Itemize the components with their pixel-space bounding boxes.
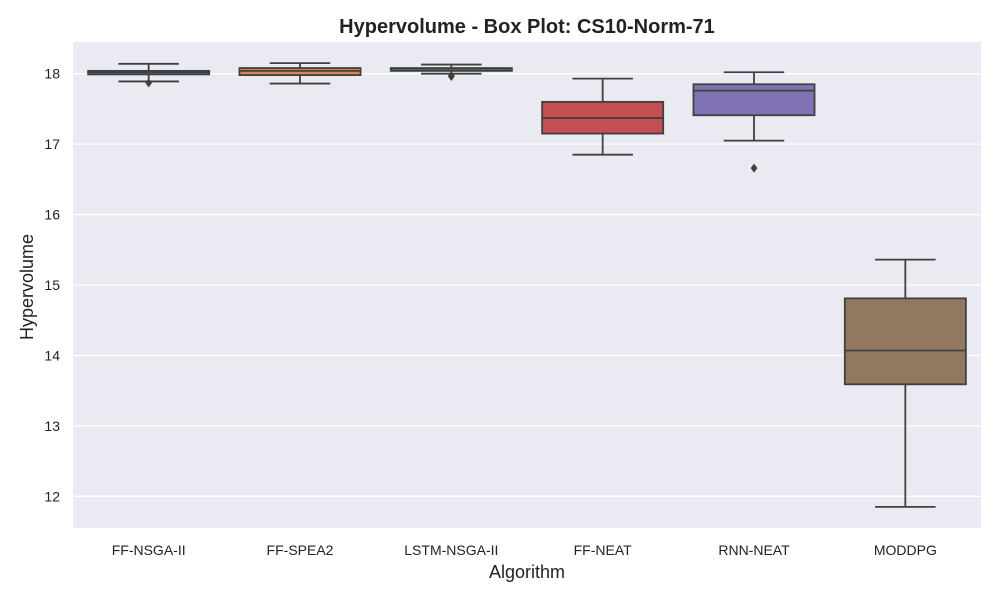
box-lstm-nsga-ii: [389, 63, 513, 82]
grid-lines: [73, 73, 981, 497]
y-tick-label: 18: [44, 66, 60, 82]
y-tick-label: 13: [44, 418, 60, 434]
chart-title: Hypervolume - Box Plot: CS10-Norm-71: [339, 16, 715, 38]
boxes: [87, 62, 967, 508]
y-tick-label: 14: [44, 347, 60, 363]
y-axis-label: Hypervolume: [17, 234, 37, 340]
box-ff-nsga-ii: [87, 62, 211, 88]
outlier-point: [145, 78, 153, 88]
y-tick-labels: 12 13 14 15 16 17 18: [44, 66, 60, 505]
outlier-point: [447, 71, 455, 81]
box-iqr: [843, 297, 967, 386]
x-axis-label: Algorithm: [489, 562, 565, 582]
box-moddpg: [843, 258, 967, 508]
x-tick-label: RNN-NEAT: [718, 542, 790, 558]
y-tick-label: 17: [44, 136, 60, 152]
box-rnn-neat: [692, 71, 816, 173]
x-tick-label: LSTM-NSGA-II: [404, 542, 498, 558]
x-tick-label: FF-NEAT: [574, 542, 633, 558]
box-iqr: [692, 83, 816, 117]
box-ff-spea2: [238, 62, 362, 85]
box-ff-neat: [541, 77, 665, 156]
x-tick-label: FF-SPEA2: [267, 542, 334, 558]
y-tick-label: 16: [44, 207, 60, 223]
x-tick-labels: FF-NSGA-II FF-SPEA2 LSTM-NSGA-II FF-NEAT RNN…: [112, 542, 937, 558]
y-tick-label: 12: [44, 488, 60, 504]
x-tick-label: FF-NSGA-II: [112, 542, 186, 558]
y-tick-label: 15: [44, 277, 60, 293]
outlier-point: [750, 163, 758, 173]
x-tick-label: MODDPG: [874, 542, 937, 558]
